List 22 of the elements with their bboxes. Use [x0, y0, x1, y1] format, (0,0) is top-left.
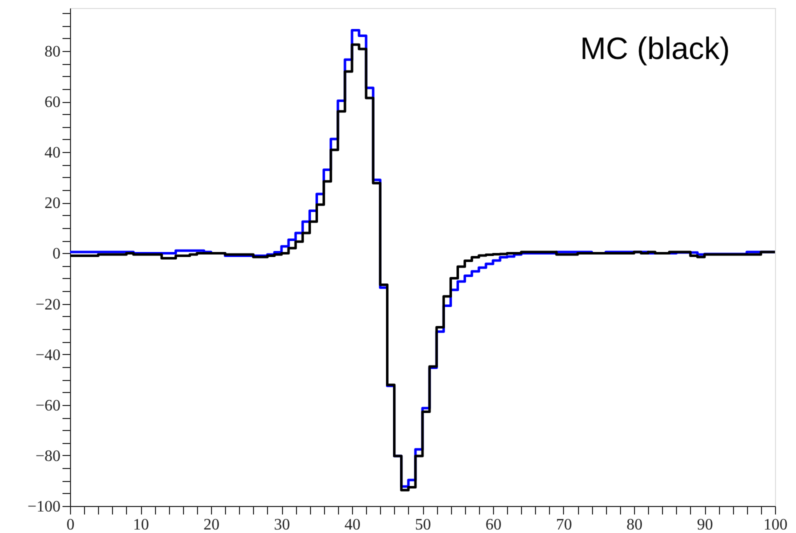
x-tick-label: 20	[204, 516, 220, 533]
x-tick-label: 10	[133, 516, 149, 533]
x-tick-label: 80	[626, 516, 642, 533]
x-tick-label: 100	[764, 516, 788, 533]
x-tick-label: 30	[274, 516, 290, 533]
y-tick-label: 80	[44, 43, 60, 60]
y-tick-label: −100	[27, 498, 60, 516]
y-tick-label: −40	[35, 346, 60, 364]
y-tick-label: 40	[44, 144, 60, 162]
y-tick-label: −60	[35, 397, 60, 414]
y-tick-label: −80	[35, 448, 60, 465]
y-tick-label: 0	[52, 246, 60, 263]
y-tick-label: 60	[44, 94, 60, 112]
y-tick-label: 20	[44, 195, 60, 212]
y-tick-label: −20	[35, 296, 60, 314]
x-tick-label: 50	[415, 516, 431, 533]
annotation: MC (black)	[580, 31, 730, 66]
x-tick-label: 90	[697, 516, 713, 533]
x-tick-label: 0	[66, 516, 74, 533]
x-tick-label: 70	[556, 516, 572, 533]
x-tick-label: 40	[344, 516, 360, 533]
x-tick-label: 60	[486, 516, 502, 533]
